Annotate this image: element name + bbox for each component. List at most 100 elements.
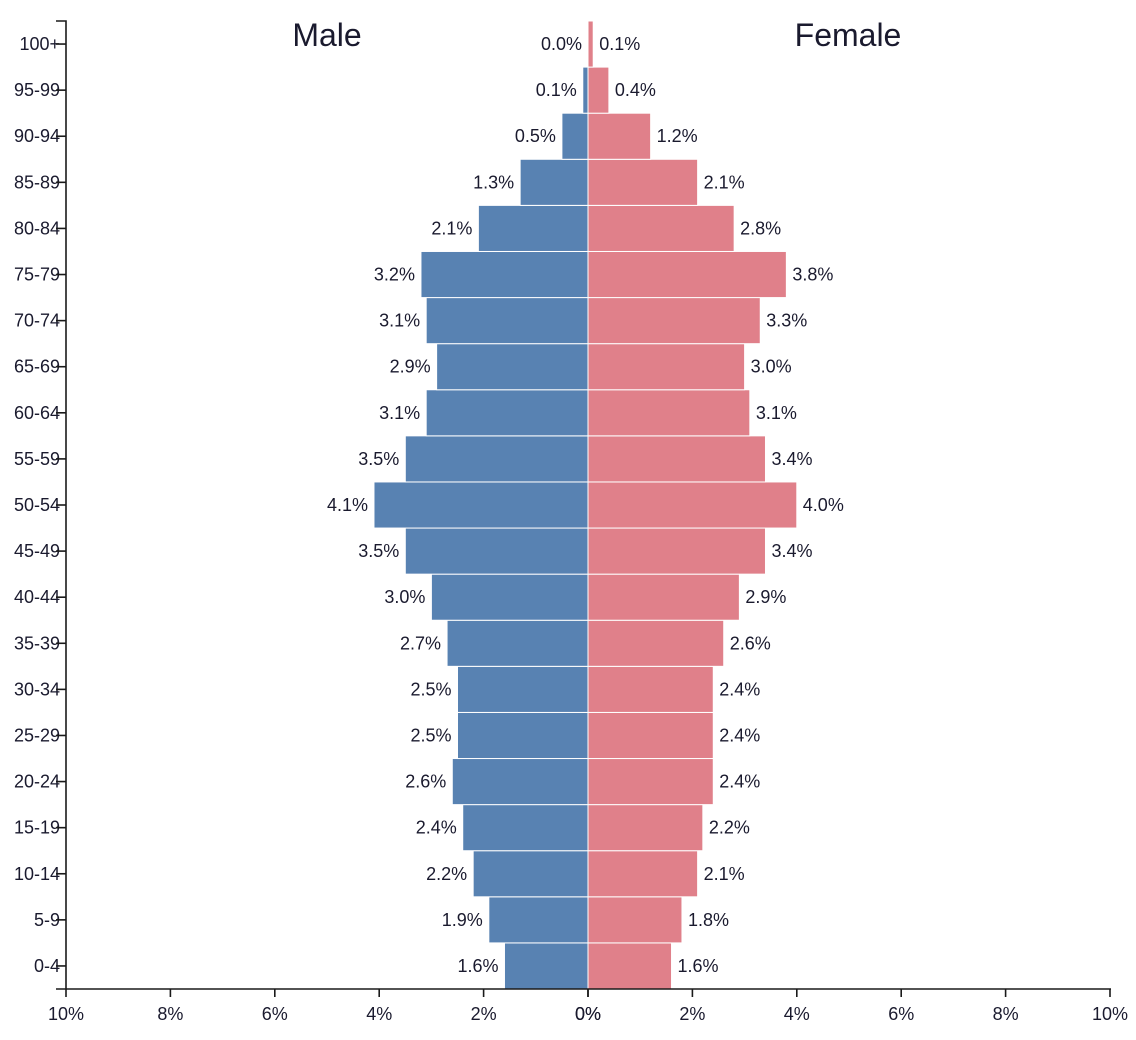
female-bar-50-54 — [587, 481, 798, 529]
male-value-label-25-29: 2.5% — [410, 725, 451, 745]
male-value-label-80-84: 2.1% — [431, 218, 472, 238]
female-bar-5-9 — [587, 896, 683, 944]
female-value-label-100+: 0.1% — [599, 34, 640, 54]
male-bar-70-74 — [425, 297, 589, 345]
female-value-label-30-34: 2.4% — [719, 679, 760, 699]
female-value-label-40-44: 2.9% — [745, 587, 786, 607]
female-bar-100+ — [587, 20, 594, 68]
age-label-30-34: 30-34 — [14, 679, 60, 699]
female-bar-95-99 — [587, 66, 610, 114]
male-bar-50-54 — [373, 481, 589, 529]
female-bar-85-89 — [587, 158, 699, 206]
male-value-label-55-59: 3.5% — [358, 449, 399, 469]
male-value-label-85-89: 1.3% — [473, 172, 514, 192]
age-label-0-4: 0-4 — [34, 956, 60, 976]
male-value-label-70-74: 3.1% — [379, 311, 420, 331]
age-label-65-69: 65-69 — [14, 357, 60, 377]
female-bar-75-79 — [587, 250, 787, 299]
age-label-50-54: 50-54 — [14, 495, 60, 515]
male-bar-0-4 — [503, 942, 589, 990]
male-value-label-50-54: 4.1% — [327, 495, 368, 515]
male-bars — [373, 66, 589, 990]
male-value-label-15-19: 2.4% — [416, 818, 457, 838]
x-tick-label-right-4: 8% — [993, 1004, 1019, 1024]
female-value-label-10-14: 2.1% — [704, 864, 745, 884]
male-bar-80-84 — [477, 204, 589, 252]
female-bar-35-39 — [587, 619, 725, 667]
female-value-label-80-84: 2.8% — [740, 218, 781, 238]
female-value-label-0-4: 1.6% — [678, 956, 719, 976]
female-value-label-25-29: 2.4% — [719, 725, 760, 745]
age-label-45-49: 45-49 — [14, 541, 60, 561]
female-bar-15-19 — [587, 804, 704, 852]
age-label-5-9: 5-9 — [34, 910, 60, 930]
female-bar-25-29 — [587, 711, 714, 760]
male-bar-25-29 — [457, 711, 589, 760]
female-panel-title: Female — [795, 17, 902, 53]
female-bar-40-44 — [587, 573, 740, 621]
female-value-label-95-99: 0.4% — [615, 80, 656, 100]
male-value-label-95-99: 0.1% — [536, 80, 577, 100]
male-value-label-30-34: 2.5% — [410, 679, 451, 699]
male-bar-55-59 — [404, 435, 589, 483]
male-panel-title: Male — [292, 17, 361, 53]
age-label-70-74: 70-74 — [14, 311, 60, 331]
male-value-label-65-69: 2.9% — [390, 357, 431, 377]
male-value-label-100+: 0.0% — [541, 34, 582, 54]
female-value-label-65-69: 3.0% — [751, 357, 792, 377]
female-value-label-35-39: 2.6% — [730, 633, 771, 653]
male-value-label-60-64: 3.1% — [379, 403, 420, 423]
female-bar-60-64 — [587, 389, 751, 437]
male-bar-90-94 — [561, 112, 589, 160]
y-axis-line — [56, 20, 67, 990]
male-bar-40-44 — [430, 573, 589, 621]
bar-value-labels: 1.6% 1.6% 1.9% 1.8% 2.2% 2.1% 2.4% 2.2% 2.6% 2.4%… — [327, 34, 844, 976]
age-label-10-14: 10-14 — [14, 864, 60, 884]
age-label-25-29: 25-29 — [14, 725, 60, 745]
female-value-label-15-19: 2.2% — [709, 818, 750, 838]
female-bar-30-34 — [587, 665, 714, 713]
female-value-label-85-89: 2.1% — [704, 172, 745, 192]
male-value-label-10-14: 2.2% — [426, 864, 467, 884]
male-value-label-20-24: 2.6% — [405, 772, 446, 792]
male-value-label-90-94: 0.5% — [515, 126, 556, 146]
female-value-label-5-9: 1.8% — [688, 910, 729, 930]
x-tick-label-left-2: 6% — [262, 1004, 288, 1024]
age-label-100+: 100+ — [19, 34, 60, 54]
male-value-label-40-44: 3.0% — [384, 587, 425, 607]
male-bar-85-89 — [519, 158, 589, 206]
female-value-label-70-74: 3.3% — [766, 311, 807, 331]
x-tick-label-left-1: 8% — [157, 1004, 183, 1024]
x-tick-label-right-0: 0% — [575, 1004, 601, 1024]
female-value-label-90-94: 1.2% — [657, 126, 698, 146]
female-value-label-20-24: 2.4% — [719, 772, 760, 792]
age-label-75-79: 75-79 — [14, 265, 60, 285]
age-label-80-84: 80-84 — [14, 218, 60, 238]
male-bar-15-19 — [462, 804, 589, 852]
age-label-90-94: 90-94 — [14, 126, 60, 146]
female-bar-0-4 — [587, 942, 673, 990]
female-bar-65-69 — [587, 343, 746, 391]
female-value-label-55-59: 3.4% — [771, 449, 812, 469]
male-value-label-45-49: 3.5% — [358, 541, 399, 561]
age-label-85-89: 85-89 — [14, 172, 60, 192]
female-value-label-45-49: 3.4% — [771, 541, 812, 561]
female-bar-90-94 — [587, 112, 652, 160]
male-value-label-35-39: 2.7% — [400, 633, 441, 653]
female-bar-80-84 — [587, 204, 735, 252]
age-label-15-19: 15-19 — [14, 818, 60, 838]
x-tick-label-left-4: 2% — [471, 1004, 497, 1024]
x-tick-label-left-0: 10% — [48, 1004, 84, 1024]
male-bar-35-39 — [446, 619, 589, 667]
male-value-label-75-79: 3.2% — [374, 265, 415, 285]
x-tick-label-right-3: 6% — [888, 1004, 914, 1024]
male-bar-95-99 — [582, 66, 589, 114]
female-bar-70-74 — [587, 297, 761, 345]
age-label-60-64: 60-64 — [14, 403, 60, 423]
male-bar-30-34 — [457, 665, 589, 713]
male-bar-20-24 — [451, 758, 589, 806]
age-group-labels: 0-4 5-9 10-14 15-19 20-24 25-29 30-34 35-39 40-4… — [14, 34, 60, 976]
female-value-label-50-54: 4.0% — [803, 495, 844, 515]
female-bar-20-24 — [587, 758, 714, 806]
age-label-95-99: 95-99 — [14, 80, 60, 100]
